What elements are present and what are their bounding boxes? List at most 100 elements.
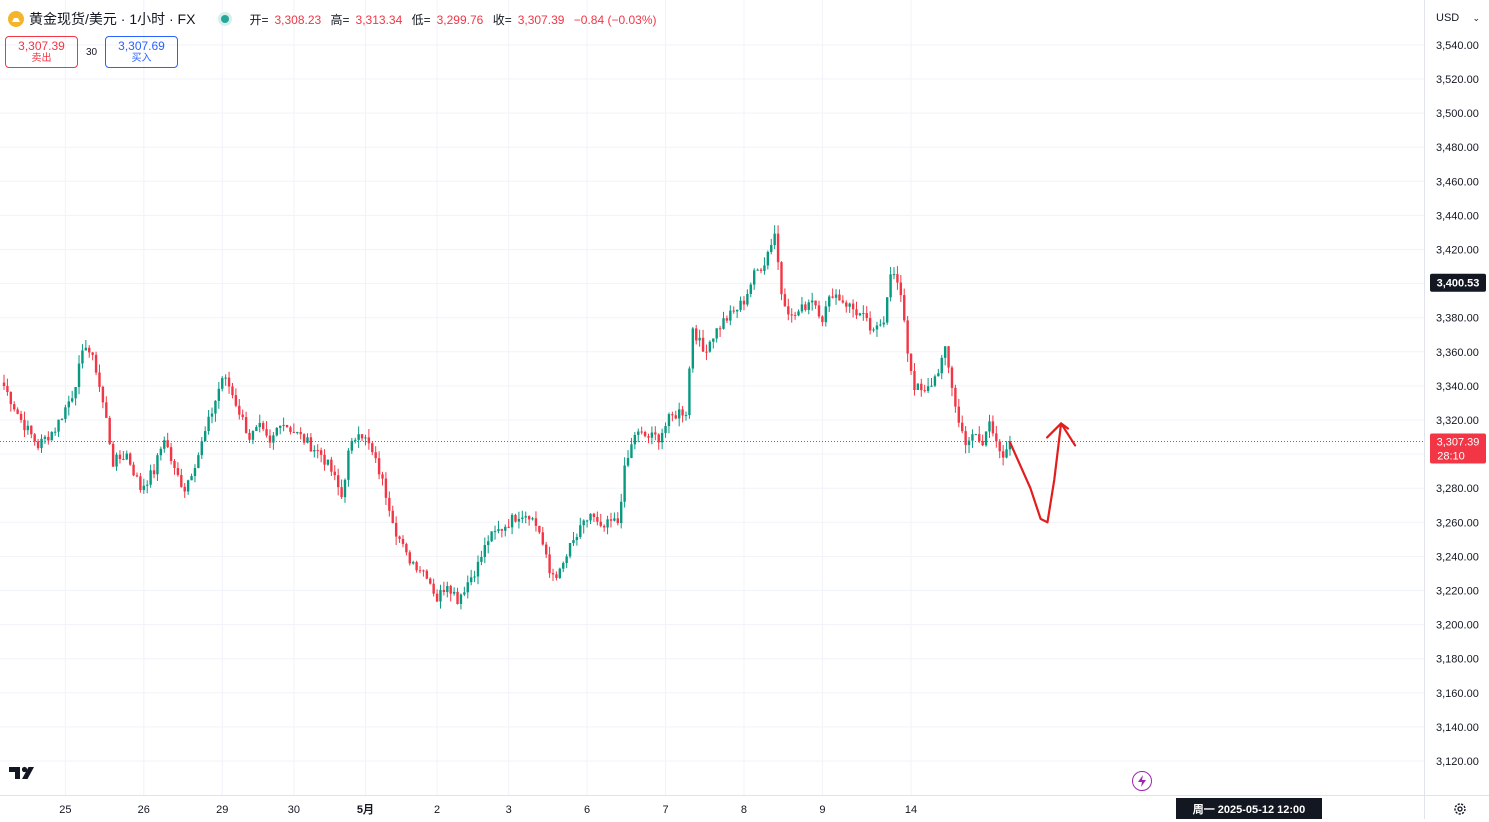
- candle-body: [128, 453, 132, 465]
- candle-body: [88, 347, 91, 353]
- candle-body: [913, 370, 916, 390]
- candle-body: [565, 556, 568, 563]
- price-tick-label: 3,320.00: [1436, 415, 1479, 427]
- candle-body: [224, 377, 227, 379]
- candle-body: [244, 417, 248, 433]
- candle-body: [783, 294, 787, 307]
- candle-body: [793, 314, 797, 316]
- currency-select[interactable]: USD ⌄: [1428, 7, 1486, 29]
- candle-body: [920, 383, 923, 391]
- candle-body: [865, 313, 868, 319]
- candle-body: [541, 532, 544, 545]
- candle-body: [828, 296, 831, 307]
- candle-body: [19, 413, 23, 420]
- candle-body: [759, 269, 763, 271]
- candle-body: [950, 367, 954, 388]
- candle-body: [643, 431, 647, 437]
- candle-body: [882, 322, 885, 325]
- candle-body: [708, 341, 712, 352]
- tradingview-logo-icon[interactable]: [8, 764, 40, 787]
- price-scale[interactable]: 3,540.00 3,520.00 3,500.00 3,480.00 3,460.00…: [1424, 0, 1487, 819]
- candle-body: [210, 413, 214, 417]
- candle-body: [384, 478, 388, 498]
- time-label: 25: [59, 804, 71, 816]
- candle-body: [903, 295, 906, 321]
- candle-body: [695, 328, 698, 341]
- price-tick-label: 3,180.00: [1436, 654, 1479, 666]
- candle-body: [807, 302, 810, 310]
- candle-body: [347, 450, 350, 480]
- lightning-icon[interactable]: [1132, 771, 1152, 791]
- last-price-label: 3,307.39: [1437, 437, 1480, 449]
- candle-body: [418, 570, 422, 572]
- sell-button[interactable]: 3,307.39 卖出: [5, 36, 78, 68]
- chart-grid: [0, 0, 1424, 795]
- candle-body: [572, 540, 575, 544]
- candle-body: [139, 476, 142, 490]
- candle-body: [821, 316, 824, 323]
- candle-body: [319, 450, 323, 455]
- candle-body: [756, 269, 759, 271]
- symbol-title[interactable]: 黄金现货/美元 · 1小时 · FX: [29, 11, 196, 27]
- market-status-icon[interactable]: [221, 15, 230, 23]
- candle-body: [268, 435, 272, 443]
- gear-icon[interactable]: [1452, 801, 1468, 817]
- time-label: 9: [819, 804, 825, 816]
- candle-body: [677, 409, 681, 419]
- time-label: 2: [434, 804, 440, 816]
- candle-body: [190, 476, 193, 481]
- candle-body: [510, 514, 514, 528]
- change-value: −0.84 (−0.03%): [573, 12, 657, 27]
- candle-body: [500, 529, 504, 531]
- close-value: 3,307.39: [517, 12, 565, 27]
- candle-body: [838, 294, 841, 301]
- candle-body: [548, 554, 551, 574]
- buy-button[interactable]: 3,307.69 买入: [105, 36, 178, 68]
- candle-body: [916, 383, 920, 390]
- time-label: 8: [741, 804, 747, 816]
- candle-body: [26, 425, 30, 431]
- price-tick-label: 3,360.00: [1436, 347, 1479, 359]
- candle-body: [231, 386, 234, 396]
- candle-body: [729, 310, 732, 321]
- candle-body: [272, 435, 275, 443]
- candle-body: [582, 520, 585, 526]
- time-scale[interactable]: 25 26 29 30 5月 2 3 6 7 8 9 14 周一 2025-05-12 12:00: [0, 795, 1489, 820]
- candle-body: [186, 480, 190, 492]
- countdown-label: 28:10: [1437, 451, 1465, 463]
- candle-body: [302, 434, 306, 443]
- candle-body: [753, 270, 756, 285]
- candle-body: [889, 274, 892, 298]
- price-tick-label: 3,420.00: [1436, 245, 1479, 257]
- forecast-arrowhead: [1046, 422, 1077, 447]
- candle-body: [647, 436, 650, 438]
- candle-body: [323, 454, 326, 465]
- spread-value: 30: [86, 47, 98, 58]
- candle-body: [742, 300, 746, 305]
- buy-label: 买入: [131, 52, 152, 64]
- candle-body: [701, 337, 705, 352]
- candle-body: [23, 419, 26, 431]
- candle-body: [350, 440, 354, 451]
- candle-body: [340, 487, 343, 498]
- candle-body: [691, 328, 695, 369]
- candle-body: [579, 525, 582, 538]
- candle-body: [763, 265, 766, 271]
- candle-body: [64, 407, 67, 419]
- time-label: 26: [138, 804, 150, 816]
- candle-body: [1005, 449, 1008, 458]
- candle-body: [954, 387, 957, 407]
- crosshair-price-badge: [1430, 273, 1486, 292]
- candle-body: [797, 311, 800, 316]
- candle-body: [633, 434, 637, 445]
- candle-body: [452, 591, 456, 594]
- candle-body: [105, 402, 108, 418]
- candle-body: [391, 510, 394, 524]
- candle-body: [343, 479, 347, 498]
- candle-body: [630, 444, 633, 458]
- candle-body: [330, 459, 333, 472]
- candle-body: [251, 431, 255, 440]
- candle-body: [2, 382, 6, 387]
- candle-body: [862, 313, 865, 315]
